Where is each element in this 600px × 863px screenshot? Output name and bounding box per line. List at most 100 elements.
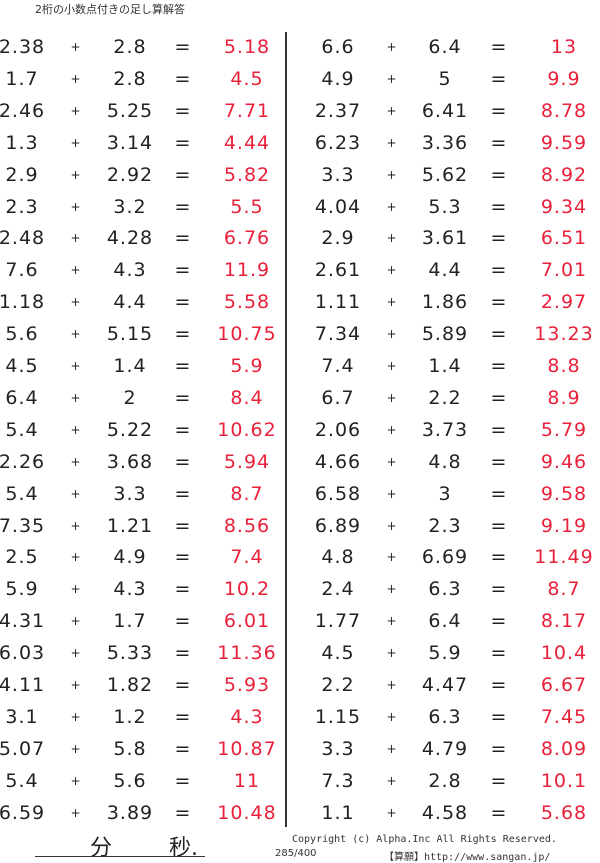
answer: 6.67: [540, 674, 588, 696]
answer: 9.19: [540, 514, 588, 537]
problem-row: 4.5 +1.4 = 5.9: [0, 351, 600, 381]
problem-row: 6.23 +3.36 = 9.59: [0, 128, 600, 158]
answer: 8.4: [230, 386, 264, 409]
equals-sign: =: [490, 323, 508, 346]
problem-row: 2.26 +3.68 = 5.94: [0, 447, 600, 477]
problem-row: 6.6 +6.4 = 13: [0, 32, 600, 62]
addend-a: 4.8: [321, 546, 355, 569]
addend-b: 4.79: [421, 737, 469, 760]
site-link[interactable]: 【算願】http://www.sangan.jp/: [384, 852, 551, 863]
addend-b: 2: [123, 386, 137, 409]
problem-row: 6.58 +3 = 9.58: [0, 479, 600, 509]
problem-row: 2.46 +5.25 = 7.71: [0, 96, 600, 126]
addend-a: 6.23: [314, 131, 362, 154]
addend-b: 2.8: [113, 67, 147, 90]
answer: 10.1: [540, 769, 588, 792]
answer: 10.87: [217, 737, 277, 760]
addend-b: 4.28: [106, 227, 154, 250]
plus-sign: +: [70, 486, 82, 501]
answer: 5.93: [223, 674, 271, 696]
addend-a: 5.9: [5, 578, 39, 601]
addend-a: 2.48: [0, 227, 46, 250]
addend-b: 4.47: [421, 674, 469, 696]
problem-row: 6.03 +5.33 = 11.36: [0, 638, 600, 668]
equals-sign: =: [174, 546, 192, 569]
problem-row: 2.48 +4.28 = 6.76: [0, 223, 600, 253]
answer: 8.17: [540, 610, 588, 633]
addend-b: 4.3: [113, 259, 147, 282]
addend-b: 1.82: [106, 674, 154, 696]
plus-sign: +: [386, 263, 398, 278]
equals-sign: =: [174, 769, 192, 792]
addend-b: 5.9: [428, 642, 462, 665]
problem-row: 5.9 +4.3 = 10.2: [0, 574, 600, 604]
plus-sign: +: [70, 40, 82, 54]
column-divider: [285, 32, 287, 827]
problem-row: 2.06 +3.73 = 5.79: [0, 415, 600, 445]
equals-sign: =: [490, 355, 508, 377]
equals-sign: =: [174, 482, 192, 505]
plus-sign: +: [70, 454, 82, 469]
plus-sign: +: [386, 167, 398, 182]
plus-sign: +: [386, 103, 398, 118]
addend-b: 1.7: [113, 610, 147, 633]
seconds-label: 秒.: [169, 836, 198, 861]
addend-b: 2.2: [428, 386, 462, 409]
answer: 9.59: [540, 131, 588, 154]
answer: 6.01: [223, 610, 271, 633]
equals-sign: =: [174, 291, 192, 314]
problem-row: 2.4 +6.3 = 8.7: [0, 574, 600, 604]
addend-a: 7.4: [321, 355, 355, 377]
plus-sign: +: [386, 582, 398, 597]
addend-b: 3.68: [106, 450, 154, 473]
addend-b: 4.3: [113, 578, 147, 601]
plus-sign: +: [70, 773, 82, 788]
addend-b: 5: [438, 67, 452, 90]
answer: 10.62: [217, 418, 277, 441]
problem-row: 3.1 +1.2 = 4.3: [0, 702, 600, 732]
equals-sign: =: [490, 514, 508, 537]
problem-row: 1.15 +6.3 = 7.45: [0, 702, 600, 732]
minutes-label: 分: [90, 836, 113, 861]
addend-b: 2.92: [106, 163, 154, 186]
equals-sign: =: [174, 737, 192, 760]
addend-a: 6.58: [314, 482, 362, 505]
equals-sign: =: [174, 259, 192, 282]
addend-a: 2.9: [5, 163, 39, 186]
answer: 8.7: [230, 482, 264, 505]
plus-sign: +: [386, 390, 398, 405]
answer: 7.01: [540, 259, 588, 282]
answer: 9.46: [540, 450, 588, 473]
answer: 6.76: [223, 227, 271, 250]
addend-a: 3.1: [5, 705, 39, 728]
plus-sign: +: [386, 709, 398, 724]
answer: 11.49: [534, 546, 594, 569]
addend-b: 1.86: [421, 291, 469, 314]
problem-row: 5.4 +3.3 = 8.7: [0, 479, 600, 509]
copyright: Copyright (c) Alpha.Inc All Rights Reser…: [292, 834, 557, 845]
plus-sign: +: [70, 135, 82, 150]
problem-row: 2.61 +4.4 = 7.01: [0, 255, 600, 285]
equals-sign: =: [490, 195, 508, 218]
worksheet-title: 2桁の小数点付きの足し算解答: [35, 3, 185, 16]
addend-a: 1.1: [321, 801, 355, 824]
answer: 10.48: [217, 801, 277, 824]
addend-a: 2.06: [314, 418, 362, 441]
equals-sign: =: [490, 482, 508, 505]
addend-a: 1.15: [314, 705, 362, 728]
addend-a: 3.3: [321, 163, 355, 186]
addend-b: 1.4: [428, 355, 462, 377]
problem-row: 2.3 +3.2 = 5.5: [0, 192, 600, 222]
plus-sign: +: [70, 646, 82, 661]
addend-a: 1.18: [0, 291, 46, 314]
problem-row: 1.3 +3.14 = 4.44: [0, 128, 600, 158]
plus-sign: +: [386, 359, 398, 373]
time-record-field: 分 秒.: [35, 830, 205, 861]
addend-a: 6.03: [0, 642, 46, 665]
problem-row: 1.1 +4.58 = 5.68: [0, 798, 600, 828]
addend-a: 2.61: [314, 259, 362, 282]
plus-sign: +: [70, 805, 82, 820]
addend-a: 2.3: [5, 195, 39, 218]
equals-sign: =: [174, 67, 192, 90]
plus-sign: +: [70, 678, 82, 692]
